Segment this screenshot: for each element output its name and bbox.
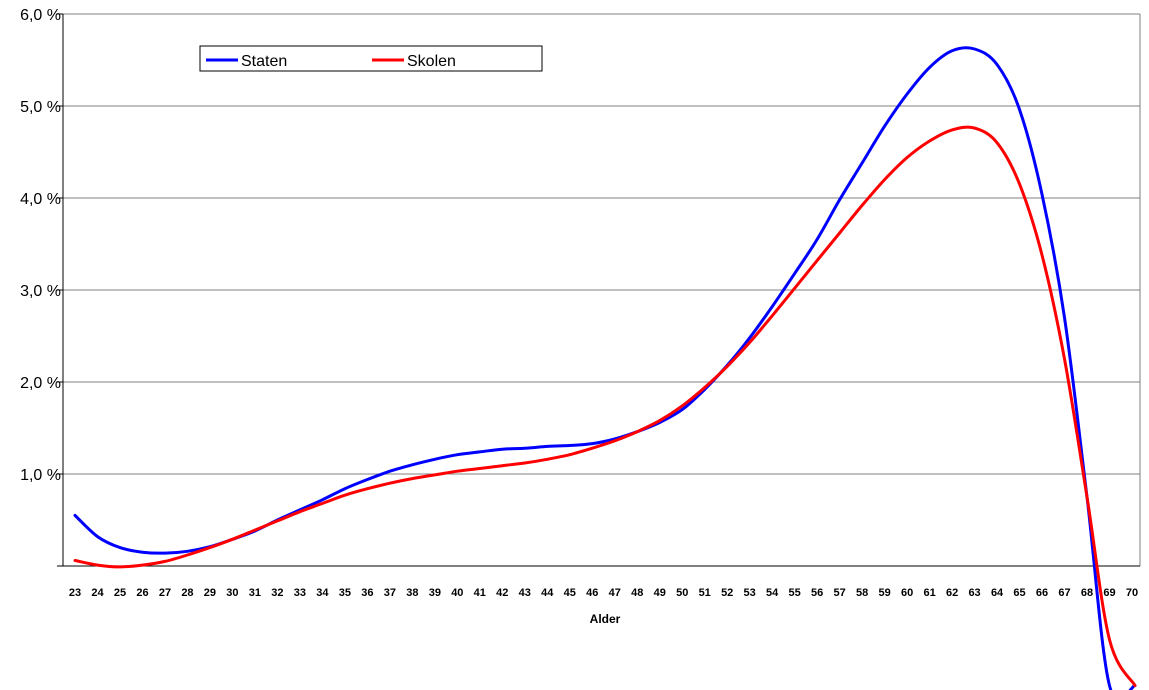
legend-box — [199, 45, 543, 72]
x-tick-label: 70 — [1126, 587, 1138, 599]
x-tick-label: 30 — [226, 587, 238, 599]
series-lines — [73, 46, 1137, 690]
x-tick-label: 60 — [901, 587, 913, 599]
series-line-skolen — [73, 125, 1137, 688]
x-tick-label: 28 — [181, 587, 193, 599]
x-tick-label: 69 — [1103, 587, 1115, 599]
x-tick-label: 52 — [721, 587, 733, 599]
x-tick-label: 68 — [1081, 587, 1093, 599]
x-tick-label: 37 — [384, 587, 396, 599]
y-tick-label: 1,0 % — [20, 467, 61, 484]
x-tick-label: 64 — [991, 587, 1004, 599]
x-tick-label: 55 — [789, 587, 801, 599]
x-tick-label: 38 — [406, 587, 418, 599]
x-tick-label: 65 — [1013, 587, 1025, 599]
x-tick-label: 63 — [968, 587, 980, 599]
x-tick-label: 33 — [294, 587, 306, 599]
x-tick-label: 67 — [1058, 587, 1070, 599]
x-tick-label: 54 — [766, 587, 779, 599]
x-tick-label: 43 — [519, 587, 531, 599]
legend-label-skolen: Skolen — [407, 53, 456, 70]
x-tick-label: 23 — [69, 587, 81, 599]
legend-label-staten: Staten — [241, 53, 287, 70]
x-tick-label: 58 — [856, 587, 868, 599]
x-tick-label: 39 — [429, 587, 441, 599]
x-tick-label: 48 — [631, 587, 643, 599]
x-tick-label: 46 — [586, 587, 598, 599]
x-tick-label: 66 — [1036, 587, 1048, 599]
x-tick-label: 36 — [361, 587, 373, 599]
x-tick-label: 57 — [834, 587, 846, 599]
x-tick-label: 50 — [676, 587, 688, 599]
x-axis-title: Alder — [590, 612, 621, 626]
x-tick-label: 59 — [878, 587, 890, 599]
x-tick-label: 29 — [204, 587, 216, 599]
x-tick-label: 31 — [249, 587, 261, 599]
y-axis: 1,0 % 2,0 % 3,0 % 4,0 % 5,0 % 6,0 % — [20, 7, 64, 567]
x-tick-label: 25 — [114, 587, 126, 599]
x-tick-label: 32 — [271, 587, 283, 599]
x-axis: 23 24 25 26 27 28 29 30 31 32 33 34 35 36 37 38 39 40 41 42… — [63, 565, 1140, 599]
x-tick-label: 27 — [159, 587, 171, 599]
x-tick-label: 35 — [339, 587, 351, 599]
legend: Staten Skolen — [199, 45, 543, 72]
x-tick-label: 34 — [316, 587, 329, 599]
x-tick-label: 26 — [136, 587, 148, 599]
y-tick-label: 5,0 % — [20, 99, 61, 116]
x-tick-label: 61 — [923, 587, 935, 599]
x-tick-label: 42 — [496, 587, 508, 599]
y-tick-label: 4,0 % — [20, 191, 61, 208]
gridlines — [63, 13, 1141, 566]
x-tick-label: 40 — [451, 587, 463, 599]
x-tick-label: 49 — [654, 587, 666, 599]
x-tick-label: 56 — [811, 587, 823, 599]
x-tick-label: 47 — [609, 587, 621, 599]
y-tick-label: 2,0 % — [20, 375, 61, 392]
x-tick-label: 51 — [699, 587, 711, 599]
x-tick-label: 24 — [91, 587, 104, 599]
x-tick-label: 41 — [474, 587, 486, 599]
y-tick-label: 6,0 % — [20, 7, 61, 24]
x-tick-label: 44 — [541, 587, 554, 599]
x-tick-label: 53 — [744, 587, 756, 599]
y-tick-label: 3,0 % — [20, 283, 61, 300]
x-tick-label: 62 — [946, 587, 958, 599]
x-tick-label: 45 — [564, 587, 576, 599]
